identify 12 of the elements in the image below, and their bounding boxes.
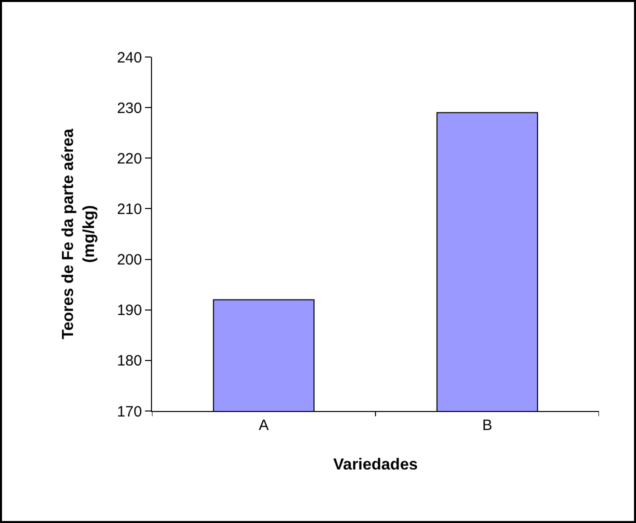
y-tick-label: 200 — [116, 252, 142, 269]
y-tick-label: 230 — [116, 100, 142, 117]
x-tick-label: A — [258, 417, 269, 434]
y-tick-label: 240 — [116, 49, 142, 66]
y-axis-title: Teores de Fe da parte aérea (mg/kg) — [60, 128, 98, 340]
y-tick-label: 190 — [116, 302, 142, 320]
y-tick-label: 180 — [116, 352, 142, 370]
y-tick-label: 210 — [116, 200, 142, 218]
y-tick-label: 220 — [116, 150, 142, 168]
x-axis-title: Variedades — [333, 456, 418, 474]
x-tick-label: B — [482, 417, 492, 434]
y-tick-label: 170 — [116, 403, 142, 420]
